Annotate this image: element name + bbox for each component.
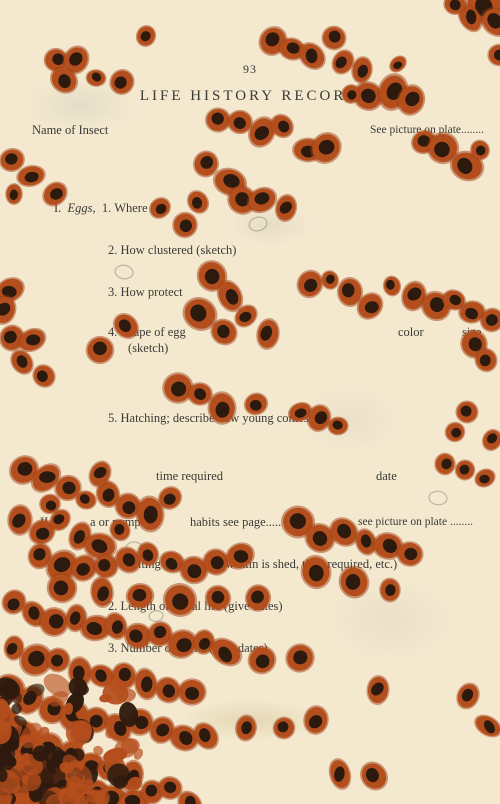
section-2-habits: habits see page..... <box>190 516 281 530</box>
page-title: LIFE HISTORY RECORD <box>0 88 500 105</box>
ink-spots-overlay <box>0 0 500 804</box>
item-i4: 4. Shape of egg <box>108 326 186 340</box>
item-ii3: 3. Number of molts (give dates) <box>108 642 268 656</box>
see-picture-label: See picture on plate........ <box>370 124 484 137</box>
item-ii2: 2. Length of larval life (give dates) <box>108 600 283 614</box>
item-i5-time: time required <box>156 470 223 484</box>
page-number: 93 <box>0 62 500 77</box>
item-i5: 5. Hatching; describe how young comes ou… <box>108 412 328 426</box>
name-of-insect-label: Name of Insect <box>32 124 108 138</box>
item-i5-date: date <box>376 470 397 484</box>
item-i4-sketch: (sketch) <box>128 342 168 356</box>
item-i4-color: color <box>398 326 424 340</box>
item-i2: 2. How clustered (sketch) <box>108 244 236 258</box>
item-i4-size: size <box>462 326 481 340</box>
section-1-heading: I. Eggs, 1. Where laid <box>54 202 169 216</box>
item-i3: 3. How protect <box>108 286 183 300</box>
section-2-heading: II. <box>40 516 51 530</box>
section-2-nymph: a or nymph <box>90 516 147 530</box>
scanned-page: 93 LIFE HISTORY RECORD Name of Insect Se… <box>0 0 500 804</box>
item-ii1: 1. Molting (describe how skin is shed, t… <box>108 558 397 572</box>
section-2-picture: see picture on plate ........ <box>358 516 473 529</box>
